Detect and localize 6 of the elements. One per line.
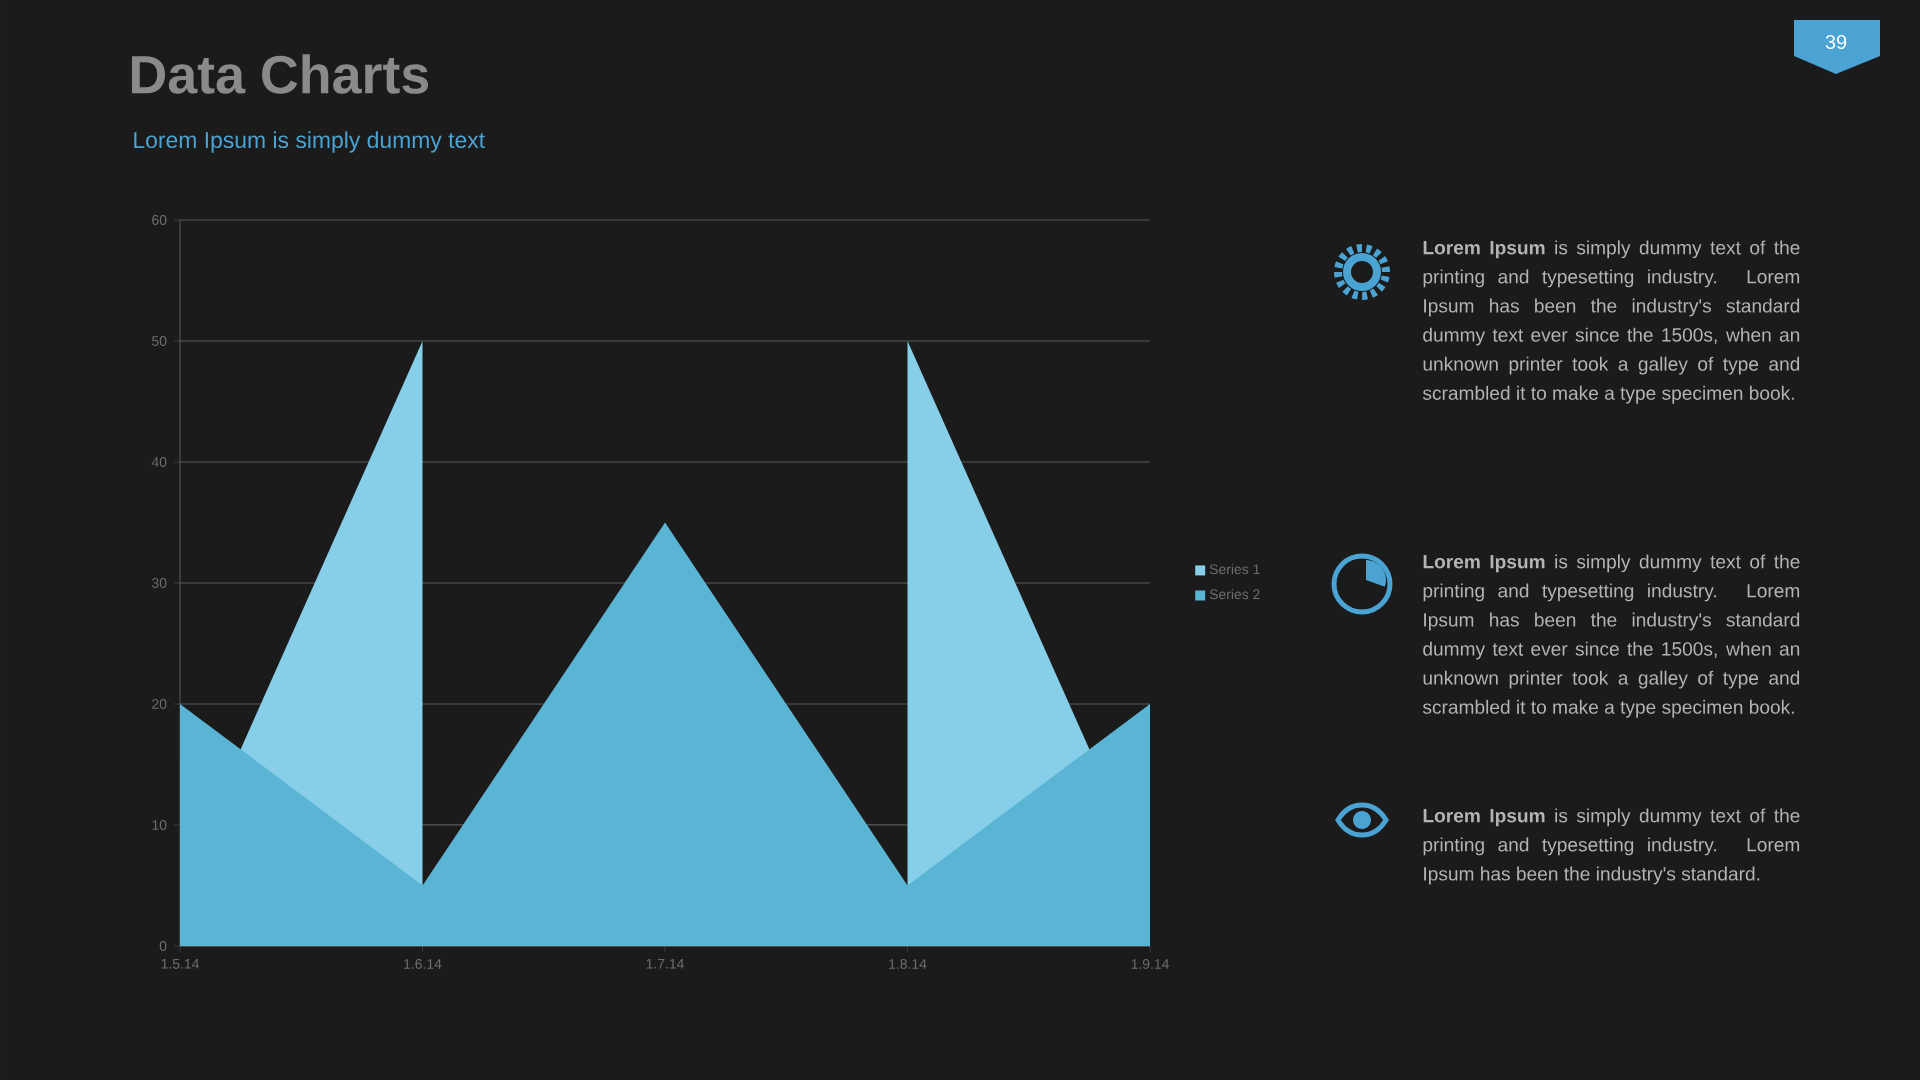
text: Lorem Ipsum is simply dummy text of the printing and typesetting industry. Lorem Ipsum has been the industry's standard. bbox=[1423, 808, 1800, 885]
text: Lorem Ipsum is simply dummy text of the printing and typesetting industry. Lorem Ipsum has been the industry's standard dummy text ever since the 1500s, when an unknown printer took a galley of type and scrambled it to make a type specimen book. bbox=[1422, 240, 1800, 404]
chart-title: Data Charts bbox=[132, 54, 429, 94]
text: 39 bbox=[1825, 34, 1847, 50]
text: Lorem Ipsum is simply dummy text of the printing and typesetting industry. Lorem Ipsum has been the industry's standard dummy text ever since the 1500s, when an unknown printer took a galley of type and scrambled it to make a type specimen book. bbox=[1422, 554, 1800, 718]
chart-subtitle: Lorem Ipsum is simply dummy text bbox=[134, 131, 485, 153]
